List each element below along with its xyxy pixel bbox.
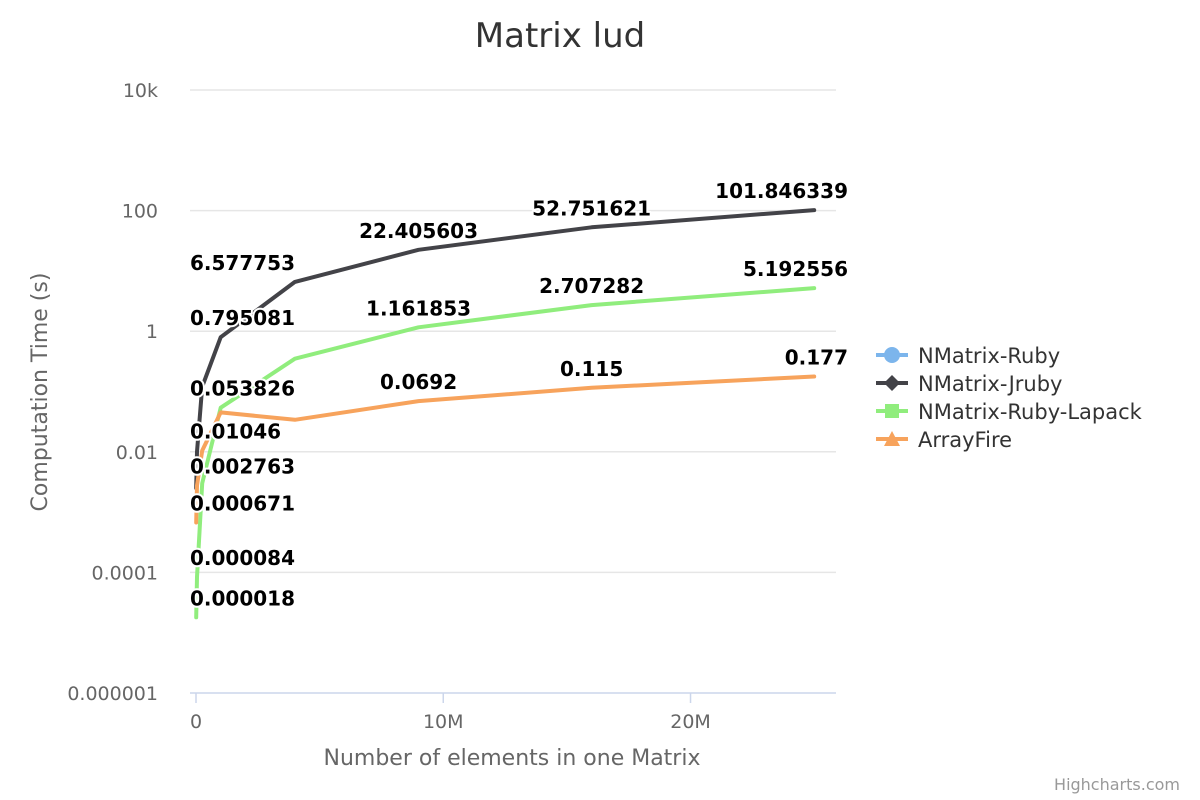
- data-label: 0.795081: [190, 306, 295, 330]
- y-tick-label: 0.0001: [92, 562, 158, 584]
- data-point: [293, 357, 297, 361]
- data-label: 0.0692: [380, 370, 457, 394]
- data-point: [219, 406, 223, 410]
- data-point: [200, 449, 204, 453]
- data-label: 5.192556: [743, 257, 848, 281]
- x-tick-label: 0: [190, 711, 202, 733]
- data-point: [417, 325, 421, 329]
- data-point: [293, 418, 297, 422]
- data-point: [200, 385, 204, 389]
- legend-item[interactable]: NMatrix-Ruby-Lapack: [876, 400, 1143, 424]
- legend-label: NMatrix-Jruby: [918, 372, 1062, 396]
- data-label-layer: 0.795081 6.577753 22.405603 52.751621 101.84…: [188, 177, 850, 612]
- y-axis-title: Computation Time (s): [28, 273, 53, 512]
- data-point: [812, 208, 816, 212]
- legend-marker-circle: [884, 347, 900, 363]
- legend-label: NMatrix-Ruby-Lapack: [918, 400, 1143, 424]
- series-line-1: [194, 208, 817, 491]
- x-tick-label: 20M: [670, 711, 711, 733]
- legend-marker-square: [885, 404, 899, 418]
- data-point: [194, 615, 198, 619]
- data-point: [219, 410, 223, 414]
- y-tick-label: 10k: [123, 80, 158, 102]
- chart-title: Matrix lud: [475, 16, 645, 56]
- legend-item[interactable]: NMatrix-Jruby: [876, 372, 1062, 396]
- data-label: 0.01046: [190, 420, 281, 444]
- data-point: [812, 375, 816, 379]
- legend-item[interactable]: ArrayFire: [876, 428, 1012, 452]
- series-line-2: [194, 286, 817, 620]
- data-point: [293, 280, 297, 284]
- legend-label: NMatrix-Ruby: [918, 344, 1060, 368]
- legend-item[interactable]: NMatrix-Ruby: [876, 344, 1060, 368]
- credits-link[interactable]: Highcharts.com: [1054, 775, 1180, 794]
- legend-marker-triangle: [884, 431, 900, 446]
- data-point: [417, 248, 421, 252]
- data-label: 6.577753: [190, 251, 295, 275]
- data-label: 1.161853: [366, 296, 471, 320]
- data-label: 0.000084: [190, 546, 295, 570]
- data-label: 101.846339: [715, 179, 848, 203]
- data-point: [590, 303, 594, 307]
- data-point: [195, 575, 199, 579]
- grid-layer: [190, 89, 836, 574]
- data-point: [417, 399, 421, 403]
- data-label: 0.177: [785, 346, 848, 370]
- data-label: 22.405603: [359, 219, 478, 243]
- legend-label: ArrayFire: [918, 428, 1012, 452]
- data-point: [812, 286, 816, 290]
- y-tick-label: 100: [122, 201, 158, 223]
- data-point: [590, 386, 594, 390]
- data-point: [590, 225, 594, 229]
- legend: NMatrix-Ruby NMatrix-Jruby NMatrix-Ruby-La…: [876, 344, 1143, 452]
- y-tick-label: 0.000001: [67, 683, 158, 705]
- data-point: [219, 335, 223, 339]
- data-point: [200, 481, 204, 485]
- data-label: 0.053826: [190, 377, 295, 401]
- data-label: 52.751621: [532, 196, 651, 220]
- y-tick-label: 0.01: [116, 442, 158, 464]
- x-tick-label: 10M: [423, 711, 464, 733]
- series-line-3: [194, 374, 817, 525]
- x-axis-title: Number of elements in one Matrix: [324, 746, 701, 771]
- y-tick-layer: 10k 100 1 0.01 0.0001 0.000001: [67, 80, 158, 705]
- data-label: 0.002763: [190, 454, 295, 478]
- data-label: 0.000018: [190, 586, 295, 610]
- data-point: [195, 483, 199, 487]
- data-point: [195, 450, 199, 454]
- data-label: 2.707282: [539, 274, 644, 298]
- data-label: 0.000671: [190, 492, 295, 516]
- y-tick-label: 1: [146, 321, 158, 343]
- legend-marker-diamond: [884, 375, 900, 391]
- data-point: [194, 521, 198, 525]
- x-tick-layer: 0 10M 20M: [190, 693, 711, 733]
- series-layer: [194, 208, 817, 620]
- data-label: 0.115: [560, 357, 623, 381]
